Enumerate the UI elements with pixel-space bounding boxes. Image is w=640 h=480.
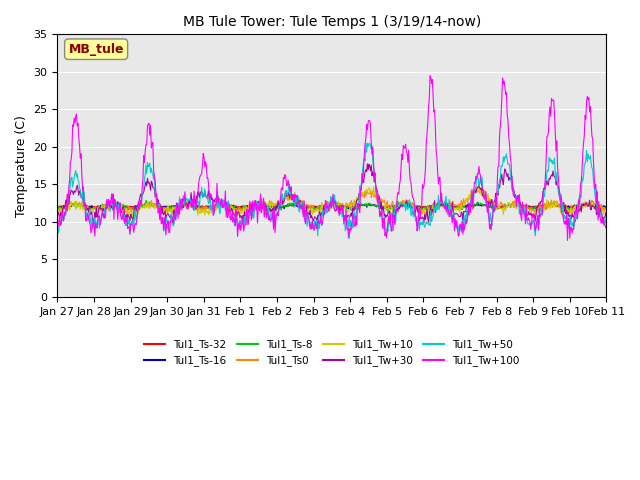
Tul1_Tw+30 — [415, 218, 423, 224]
Title: MB Tule Tower: Tule Temps 1 (3/19/14-now): MB Tule Tower: Tule Temps 1 (3/19/14-now… — [183, 15, 481, 29]
Tul1_Ts-32 — [399, 202, 407, 207]
Tul1_Tw+100 — [399, 156, 406, 162]
Tul1_Ts0 — [64, 202, 72, 208]
Tul1_Ts0 — [415, 207, 423, 213]
Line: Tul1_Tw+50: Tul1_Tw+50 — [58, 143, 607, 238]
Tul1_Tw+10 — [205, 207, 213, 213]
Tul1_Tw+50 — [54, 221, 61, 227]
Tul1_Ts-32 — [177, 203, 184, 208]
Tul1_Ts-16 — [399, 202, 406, 207]
Line: Tul1_Tw+30: Tul1_Tw+30 — [58, 164, 607, 223]
Tul1_Tw+30 — [120, 205, 127, 211]
Line: Tul1_Ts0: Tul1_Ts0 — [58, 189, 607, 215]
Tul1_Ts-32 — [205, 203, 213, 209]
Tul1_Tw+50 — [120, 218, 127, 224]
Tul1_Ts0 — [603, 207, 611, 213]
Tul1_Ts-8 — [120, 204, 127, 210]
Tul1_Tw+10 — [129, 215, 136, 221]
Tul1_Tw+10 — [415, 204, 423, 210]
Tul1_Ts-16 — [176, 204, 184, 209]
Tul1_Ts-16 — [120, 204, 127, 210]
Tul1_Tw+10 — [120, 210, 127, 216]
Tul1_Tw+10 — [399, 202, 407, 208]
Tul1_Ts-32 — [143, 201, 150, 207]
Tul1_Ts-16 — [54, 205, 61, 211]
Tul1_Ts-32 — [63, 203, 71, 209]
Tul1_Tw+50 — [63, 208, 71, 214]
Tul1_Tw+50 — [400, 204, 408, 210]
Line: Tul1_Tw+10: Tul1_Tw+10 — [58, 186, 607, 218]
Tul1_Ts0 — [121, 209, 129, 215]
Tul1_Tw+30 — [459, 220, 467, 226]
Tul1_Tw+100 — [176, 212, 184, 217]
Tul1_Tw+100 — [603, 223, 611, 229]
Line: Tul1_Ts-16: Tul1_Ts-16 — [58, 203, 607, 210]
Tul1_Ts0 — [477, 186, 484, 192]
Tul1_Tw+50 — [364, 140, 371, 146]
Line: Tul1_Ts-8: Tul1_Ts-8 — [58, 201, 607, 212]
Tul1_Ts-8 — [63, 203, 71, 208]
Y-axis label: Temperature (C): Temperature (C) — [15, 115, 28, 216]
Tul1_Ts-32 — [603, 204, 611, 209]
Tul1_Tw+10 — [63, 204, 71, 210]
Tul1_Tw+30 — [63, 192, 71, 197]
Tul1_Ts-16 — [63, 203, 71, 209]
Tul1_Ts-32 — [120, 203, 127, 209]
Tul1_Ts-32 — [54, 204, 61, 209]
Tul1_Ts-16 — [205, 204, 212, 210]
Line: Tul1_Tw+100: Tul1_Tw+100 — [58, 76, 607, 240]
Tul1_Tw+30 — [364, 161, 371, 167]
Tul1_Tw+50 — [603, 219, 611, 225]
Tul1_Tw+100 — [426, 73, 434, 79]
Tul1_Tw+50 — [416, 219, 424, 225]
Tul1_Ts-8 — [205, 206, 213, 212]
Tul1_Tw+100 — [205, 181, 212, 187]
Tul1_Tw+50 — [344, 235, 352, 241]
Tul1_Tw+30 — [205, 188, 212, 193]
Tul1_Ts0 — [205, 206, 213, 212]
Tul1_Ts-8 — [400, 202, 408, 208]
Text: MB_tule: MB_tule — [68, 43, 124, 56]
Tul1_Tw+10 — [177, 202, 184, 207]
Tul1_Ts-32 — [493, 204, 500, 210]
Tul1_Ts0 — [56, 212, 64, 217]
Tul1_Tw+50 — [205, 201, 212, 206]
Tul1_Ts-8 — [603, 206, 611, 212]
Tul1_Tw+100 — [415, 207, 422, 213]
Tul1_Ts0 — [399, 199, 407, 205]
Tul1_Tw+100 — [63, 207, 71, 213]
Tul1_Ts-16 — [458, 207, 466, 213]
Tul1_Tw+10 — [54, 212, 61, 217]
Tul1_Tw+30 — [399, 203, 407, 208]
Tul1_Tw+10 — [474, 183, 482, 189]
Tul1_Tw+10 — [603, 210, 611, 216]
Tul1_Tw+100 — [120, 214, 127, 220]
Tul1_Ts0 — [177, 202, 184, 207]
Tul1_Ts-8 — [142, 198, 150, 204]
Tul1_Ts-32 — [415, 203, 423, 209]
Tul1_Tw+30 — [54, 211, 61, 217]
Tul1_Tw+100 — [564, 238, 572, 243]
Line: Tul1_Ts-32: Tul1_Ts-32 — [58, 204, 607, 207]
Tul1_Tw+100 — [54, 220, 61, 226]
Tul1_Tw+50 — [176, 194, 184, 200]
Tul1_Tw+30 — [176, 205, 184, 211]
Tul1_Ts-8 — [177, 202, 184, 208]
Tul1_Ts-16 — [415, 204, 422, 210]
Tul1_Tw+30 — [603, 212, 611, 218]
Tul1_Ts-16 — [603, 204, 611, 210]
Tul1_Ts-8 — [416, 205, 424, 211]
Tul1_Ts-8 — [384, 209, 392, 215]
Tul1_Ts-16 — [474, 200, 481, 205]
Tul1_Ts-8 — [54, 206, 61, 212]
Tul1_Ts0 — [54, 211, 61, 217]
Legend: Tul1_Ts-32, Tul1_Ts-16, Tul1_Ts-8, Tul1_Ts0, Tul1_Tw+10, Tul1_Tw+30, Tul1_Tw+50,: Tul1_Ts-32, Tul1_Ts-16, Tul1_Ts-8, Tul1_… — [140, 335, 524, 371]
